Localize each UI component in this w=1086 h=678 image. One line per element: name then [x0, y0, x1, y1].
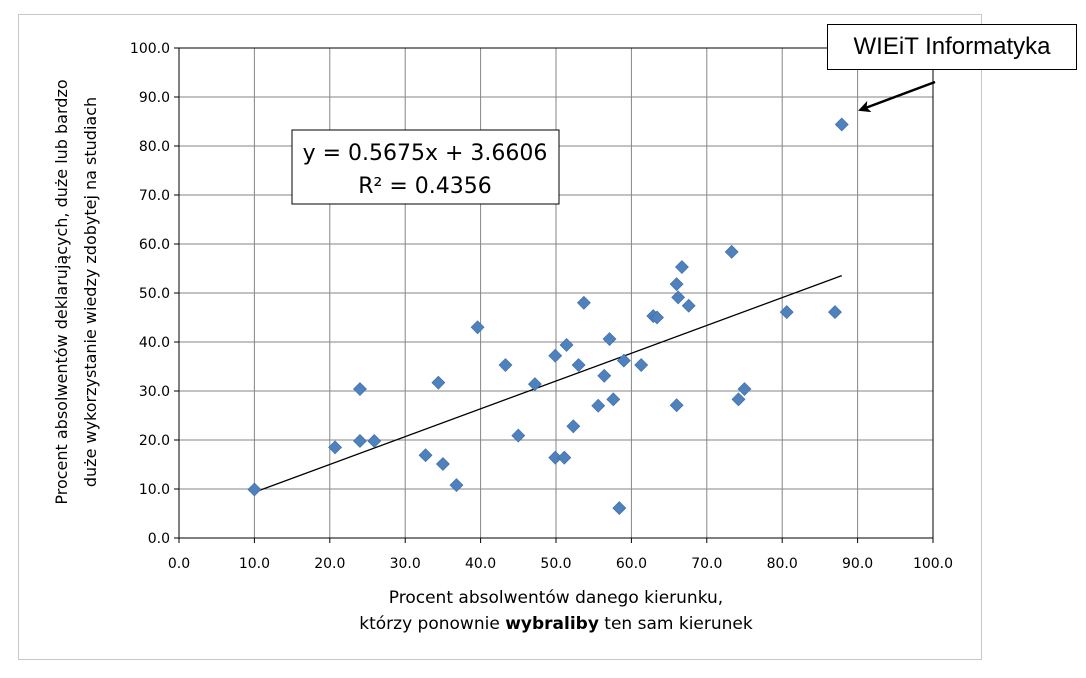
data-point	[681, 298, 696, 313]
y-tick-label: 10.0	[139, 482, 170, 498]
y-tick-label: 20.0	[139, 433, 170, 449]
x-tick-label: 90.0	[842, 556, 873, 572]
x-tick-label: 30.0	[390, 556, 421, 572]
callout-label: WIEiT Informatyka	[827, 24, 1077, 70]
r-squared: R² = 0.4356	[358, 174, 492, 199]
x-tick-label: 10.0	[239, 556, 270, 572]
data-point	[602, 332, 617, 346]
data-point	[559, 338, 574, 352]
y-axis-label-line1: Procent absolwentów deklarujących, duże …	[52, 79, 71, 504]
y-axis-label-line2: duże wykorzystanie wiedzy zdobytej na st…	[81, 97, 100, 487]
y-tick-label: 0.0	[148, 531, 170, 547]
y-tick-label: 40.0	[139, 335, 170, 351]
data-point	[737, 382, 752, 396]
x-tick-label: 20.0	[314, 556, 345, 572]
data-point	[669, 277, 684, 292]
data-point	[571, 358, 586, 372]
x-tick-labels: 0.0 10.0 20.0 30.0 40.0 50.0 60.0 70.0 80.0 90.0 1…	[168, 556, 953, 572]
trendline-equation: y = 0.5675x + 3.6606	[303, 141, 548, 166]
y-tick-labels: 0.0 10.0 20.0 30.0 40.0 50.0 60.0 70.0 80.0 90.0 1…	[130, 41, 170, 547]
data-point	[431, 375, 446, 390]
data-point	[724, 244, 739, 259]
x-axis-label-line2: którzy ponownie wybraliby ten sam kierun…	[359, 614, 753, 634]
data-point	[418, 448, 433, 463]
y-tick-label: 80.0	[139, 139, 170, 155]
data-point	[671, 290, 686, 305]
data-point	[634, 358, 649, 372]
data-point	[591, 398, 606, 413]
data-point	[247, 482, 262, 497]
grid-lines	[174, 47, 934, 543]
plot-area-border	[178, 47, 934, 539]
data-point	[779, 305, 794, 320]
y-tick-label: 30.0	[139, 384, 170, 400]
x-tick-label: 60.0	[616, 556, 647, 572]
trendline	[254, 275, 842, 493]
data-point	[828, 305, 842, 320]
x-tick-label: 40.0	[465, 556, 496, 572]
data-point	[470, 320, 485, 335]
data-point	[731, 392, 746, 407]
data-point	[834, 117, 849, 132]
data-point	[511, 428, 526, 443]
x-tick-label: 100.0	[913, 556, 953, 572]
data-point	[557, 450, 572, 465]
data-point	[367, 434, 382, 448]
y-tick-label: 50.0	[139, 286, 170, 302]
data-point	[548, 348, 563, 363]
x-tick-label: 80.0	[767, 556, 798, 572]
y-tick-label: 70.0	[139, 188, 170, 204]
data-point	[576, 295, 591, 310]
data-points	[247, 117, 849, 516]
data-point	[669, 398, 684, 413]
callout-arrow	[858, 80, 936, 113]
y-tick-label: 60.0	[139, 237, 170, 253]
data-point	[353, 382, 367, 396]
y-tick-label: 100.0	[130, 41, 170, 57]
data-point	[650, 310, 664, 325]
x-axis-label-line1: Procent absolwentów danego kierunku,	[389, 588, 723, 608]
x-tick-label: 0.0	[168, 556, 190, 572]
data-point	[435, 457, 450, 471]
data-point	[527, 377, 542, 392]
data-point	[328, 440, 343, 455]
data-point	[449, 478, 464, 493]
data-point	[498, 358, 513, 372]
data-point	[606, 392, 621, 407]
data-point	[566, 419, 581, 434]
data-point	[612, 501, 627, 516]
data-point	[597, 368, 612, 383]
data-point	[616, 353, 631, 368]
data-point	[674, 260, 689, 274]
x-tick-label: 50.0	[540, 556, 571, 572]
y-tick-label: 90.0	[139, 90, 170, 106]
x-tick-label: 70.0	[691, 556, 722, 572]
data-point	[353, 434, 367, 448]
equation-box	[291, 129, 560, 205]
